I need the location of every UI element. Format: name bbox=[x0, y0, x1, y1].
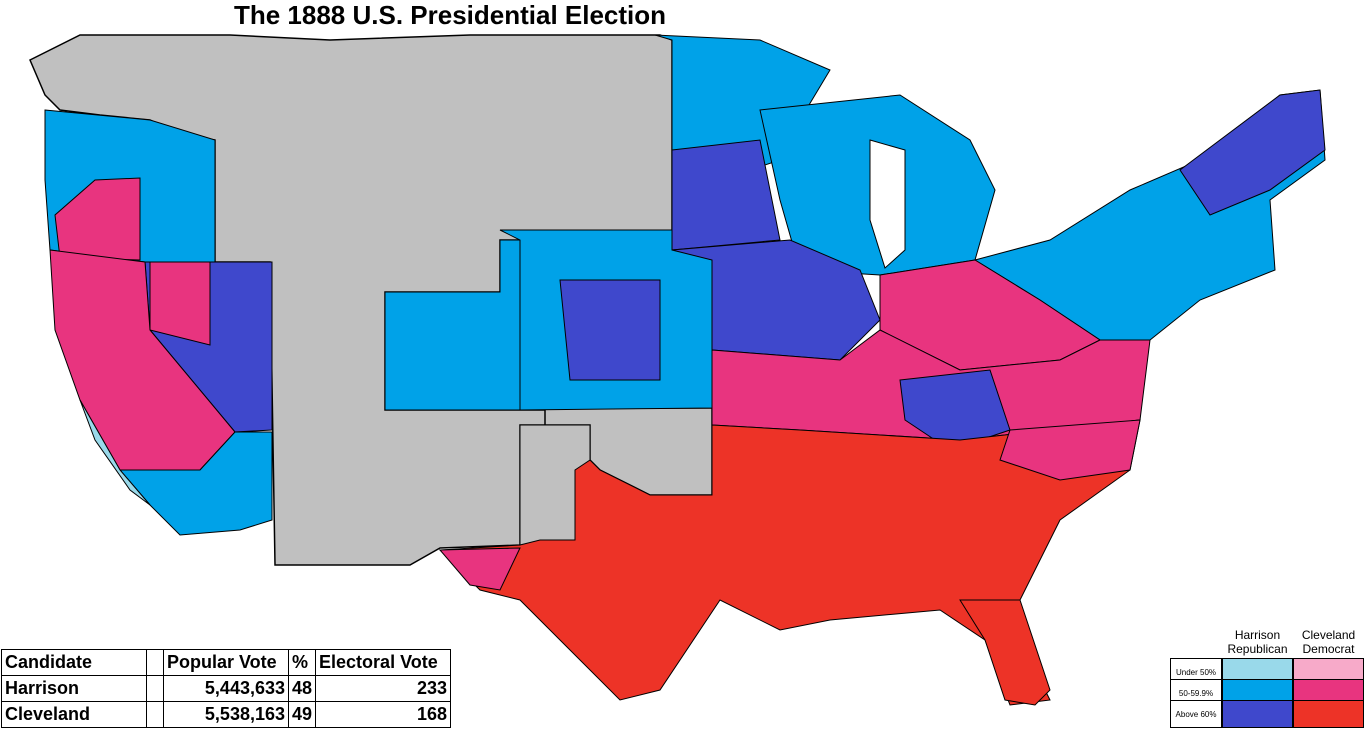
table-row: Harrison 5,443,633 48 233 bbox=[1, 675, 452, 702]
popular-vote: 5,538,163 bbox=[163, 701, 289, 728]
blank-cell bbox=[146, 675, 164, 702]
kansas-rep-strong bbox=[559, 279, 661, 381]
iowa-illinois bbox=[671, 239, 881, 361]
percent: 49 bbox=[287, 701, 317, 728]
blank-cell bbox=[146, 701, 164, 728]
maine-vermont bbox=[1179, 89, 1326, 216]
legend-rep-header: Harrison Republican bbox=[1227, 628, 1288, 656]
popular-vote: 5,443,633 bbox=[163, 675, 289, 702]
map-title: The 1888 U.S. Presidential Election bbox=[233, 0, 667, 30]
texas-panhandle-gray bbox=[519, 424, 591, 546]
header-candidate: Candidate bbox=[1, 649, 147, 676]
legend-label: Above 60% bbox=[1170, 700, 1222, 728]
minnesota-strong bbox=[671, 139, 781, 251]
florida bbox=[959, 599, 1051, 706]
candidate-name: Cleveland bbox=[1, 701, 147, 728]
header-electoral-vote: Electoral Vote bbox=[315, 649, 452, 676]
southern-california bbox=[118, 431, 273, 536]
tennessee-east-mix bbox=[999, 419, 1141, 481]
electoral-vote: 168 bbox=[315, 701, 452, 728]
electoral-vote: 233 bbox=[315, 675, 452, 702]
legend-dem-header: Cleveland Democrat bbox=[1301, 628, 1356, 656]
nevada-dem bbox=[149, 261, 211, 346]
header-percent: % bbox=[287, 649, 317, 676]
california-coast bbox=[79, 399, 151, 506]
legend-row-above60: Above 60% bbox=[1170, 700, 1365, 728]
results-table: Candidate Popular Vote % Electoral Vote … bbox=[1, 649, 452, 728]
table-row: Cleveland 5,538,163 49 168 bbox=[1, 701, 452, 728]
header-popular-vote: Popular Vote bbox=[163, 649, 289, 676]
lake-michigan bbox=[869, 139, 906, 269]
texas-west-dem bbox=[438, 547, 521, 591]
swatch-dem-above60 bbox=[1293, 700, 1364, 728]
swatch-rep-above60 bbox=[1222, 700, 1293, 728]
percent: 48 bbox=[287, 675, 317, 702]
table-header-row: Candidate Popular Vote % Electoral Vote bbox=[1, 649, 452, 676]
candidate-name: Harrison bbox=[1, 675, 147, 702]
header-blank bbox=[146, 649, 164, 676]
legend: Harrison Republican Cleveland Democrat U… bbox=[1170, 628, 1365, 730]
